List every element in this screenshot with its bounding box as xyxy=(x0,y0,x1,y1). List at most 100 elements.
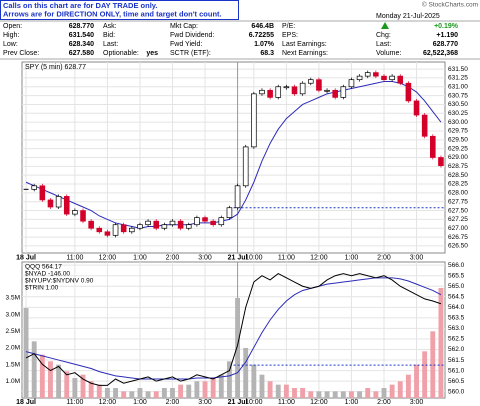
y-tick-label: 628.75 xyxy=(448,163,468,170)
x-tick-label: 2:00 xyxy=(377,399,391,406)
x-tick-label: 11:00 xyxy=(66,254,83,261)
x-tick-label: 1:00 xyxy=(133,399,147,406)
quote-value: 646.4B xyxy=(251,23,274,30)
volume-bar xyxy=(300,388,306,398)
x-tick-label: 12:00 xyxy=(310,399,328,406)
quote-label: Fwd Yield: xyxy=(170,41,202,48)
candle xyxy=(430,135,436,158)
x-tick-label: 1:00 xyxy=(345,254,359,261)
candle xyxy=(72,210,78,215)
x-tick-label: 21 Jul xyxy=(228,399,248,406)
quote-value: 62,522,368 xyxy=(423,50,458,57)
x-tick-label: 18 Jul xyxy=(16,254,36,261)
volume-bar xyxy=(430,331,436,398)
quote-label: Mkt Cap: xyxy=(170,23,198,30)
candle xyxy=(120,224,127,233)
volume-bar xyxy=(340,391,346,398)
volume-bar xyxy=(88,381,94,398)
volume-bar xyxy=(349,391,354,398)
y-tick-label: 561.5 xyxy=(448,357,465,364)
volume-bar xyxy=(48,361,53,398)
candle xyxy=(104,231,111,236)
x-tick-label: 2:00 xyxy=(377,254,391,261)
y-tick-label: 628.25 xyxy=(448,181,468,188)
quote-label: Fwd Dividend: xyxy=(170,32,214,39)
volume-bar xyxy=(186,384,192,398)
plot-area xyxy=(21,261,446,399)
quote-value: yes xyxy=(146,50,158,57)
y-tick-label: 627.50 xyxy=(448,207,468,214)
candle xyxy=(340,86,347,98)
candle xyxy=(348,79,355,88)
y-tick-label: 626.75 xyxy=(448,234,468,241)
y-tick-label: 630.50 xyxy=(448,101,468,108)
y-tick-label: 628.50 xyxy=(448,172,468,179)
candle xyxy=(112,224,119,236)
volume-bar xyxy=(23,308,29,398)
candle xyxy=(194,217,200,226)
volume-bar xyxy=(113,388,118,398)
volume-bar xyxy=(96,384,102,398)
volume-bar xyxy=(251,364,257,398)
x-tick-label: 21 Jul xyxy=(228,254,248,261)
volume-bar xyxy=(218,374,224,398)
volume-bar xyxy=(397,381,403,398)
volume-bar xyxy=(324,391,330,398)
y-tick-label: 560.0 xyxy=(448,388,465,395)
quote-value: +1.190 xyxy=(436,32,458,39)
candle xyxy=(438,157,444,166)
volume-bar xyxy=(438,288,444,398)
quote-label: Prev Close: xyxy=(3,50,39,57)
y-tick-label: 628.00 xyxy=(448,190,468,197)
volume-bar xyxy=(153,391,159,398)
volume-bar xyxy=(267,381,273,398)
volume-bar xyxy=(194,381,200,398)
y-tick-label: 629.75 xyxy=(448,128,468,135)
volume-bar xyxy=(365,388,371,398)
note-line: Calls on this chart are for DAY TRADE on… xyxy=(3,1,157,10)
candle xyxy=(275,86,282,98)
up-arrow xyxy=(381,22,389,29)
x-tick-label: 11:00 xyxy=(66,399,83,406)
candle xyxy=(129,227,135,233)
candle xyxy=(413,100,420,116)
candle xyxy=(381,75,387,81)
candle xyxy=(226,207,233,218)
y-tick-label: 627.25 xyxy=(448,216,468,223)
y2-tick-label: 1.0M xyxy=(6,378,20,385)
candle xyxy=(39,185,46,201)
candle xyxy=(259,89,265,95)
candle xyxy=(218,217,225,226)
y-tick-label: 629.25 xyxy=(448,145,468,152)
x-tick-label: 2:00 xyxy=(166,254,180,261)
candle xyxy=(267,89,273,98)
volume-bar xyxy=(414,364,419,398)
volume-bar xyxy=(283,384,289,398)
chart-title: SPY (5 min) 628.77 xyxy=(25,64,86,71)
price-line xyxy=(25,273,442,386)
x-tick-label: 11:00 xyxy=(278,399,295,406)
candle xyxy=(185,224,192,229)
legend-entry: $TRIN 1.00 xyxy=(25,285,59,292)
y-tick-label: 630.75 xyxy=(448,92,468,99)
y-tick-label: 565.0 xyxy=(448,283,465,290)
candle xyxy=(397,75,404,84)
candle xyxy=(242,146,249,187)
y-tick-label: 566.0 xyxy=(448,262,465,269)
volume-bar xyxy=(210,378,216,398)
candle xyxy=(364,72,371,77)
volume-bar xyxy=(275,384,281,398)
y-tick-label: 631.50 xyxy=(448,66,468,73)
volume-bar xyxy=(137,388,143,398)
candle xyxy=(31,185,37,190)
candle xyxy=(202,217,208,222)
candle xyxy=(251,93,257,148)
legend-entry: $NYAD -146.00 xyxy=(25,271,70,278)
y-tick-label: 629.00 xyxy=(448,154,468,161)
volume-bar xyxy=(243,348,249,398)
candle xyxy=(307,79,314,84)
volume-bar xyxy=(170,388,175,398)
y2-tick-label: 2.5M xyxy=(6,328,20,335)
candle xyxy=(145,220,151,226)
